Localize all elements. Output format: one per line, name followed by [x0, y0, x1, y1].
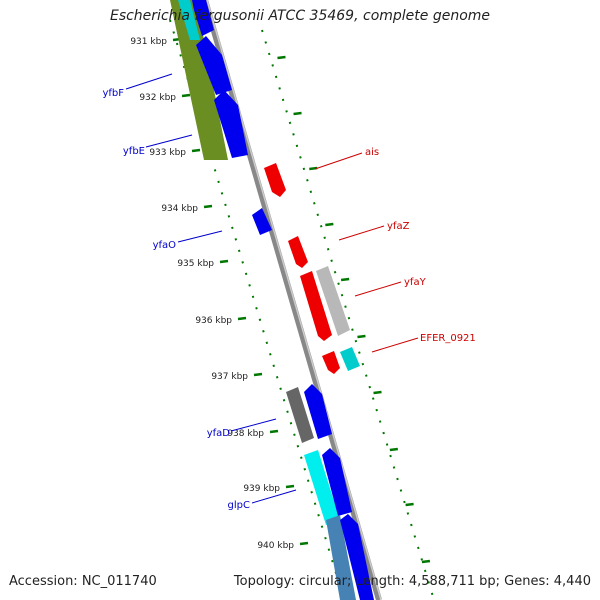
gene-yfbE-forward — [214, 90, 248, 158]
tick-label: 939 kbp — [243, 484, 280, 494]
gene-label-ais[interactable]: ais — [365, 147, 379, 158]
gene-label-leader — [177, 230, 223, 243]
genome-title: Escherichia fergusonii ATCC 35469, compl… — [109, 8, 491, 24]
gray-feature — [286, 387, 314, 443]
tick-label: 933 kbp — [149, 148, 186, 158]
gene-label-glpc[interactable]: glpC — [228, 500, 250, 511]
tick-mark — [237, 316, 247, 321]
gene-forward-top — [192, 0, 214, 36]
gene-forward-bottom — [340, 514, 374, 600]
silver-feature — [316, 266, 350, 336]
gene-label-yfao[interactable]: yfaO — [153, 240, 177, 251]
gene-labels: yfbF yfbE yfaO yfaD glpC ais yfaZ yfaY EFER_0921 — [102, 73, 476, 511]
tick-mark — [219, 259, 229, 264]
outer-tick-mark — [421, 559, 431, 564]
tick-mark — [203, 204, 213, 209]
gene-ais-reverse — [264, 163, 286, 197]
tick-label: 938 kbp — [227, 429, 264, 439]
gene-label-leader — [145, 134, 193, 148]
gene-label-leader — [371, 337, 419, 353]
gene-EFER-reverse-small — [322, 351, 340, 374]
accession-label: Accession: NC_011740 — [9, 574, 157, 589]
gene-label-leader — [230, 418, 277, 432]
tick-mark — [253, 372, 263, 377]
gene-yfaY-reverse — [300, 271, 332, 341]
outer-tick-mark — [340, 277, 350, 282]
outer-tick-mark — [277, 55, 286, 60]
tick-mark — [269, 429, 279, 434]
outer-tick-mark — [325, 222, 334, 227]
gene-label-leader — [251, 489, 297, 504]
gene-yfaZ-reverse — [288, 236, 308, 268]
tick-label: 934 kbp — [161, 204, 198, 214]
olive-feature-band — [170, 0, 228, 160]
tick-label: 937 kbp — [211, 372, 248, 382]
gene-label-yfbf[interactable]: yfbF — [102, 88, 124, 99]
inner-tick-guide — [169, 19, 345, 600]
tick-marks — [172, 37, 431, 564]
outer-tick-mark — [389, 447, 398, 452]
outer-tick-mark — [405, 502, 414, 507]
gene-label-yfaz[interactable]: yfaZ — [387, 221, 410, 232]
gene-EFER_0921 — [340, 347, 360, 371]
tick-mark — [181, 93, 191, 98]
topology-label: Topology: circular; Length: 4,588,711 bp… — [233, 574, 591, 589]
gene-glpC-cyan — [304, 450, 340, 525]
backbone-highlight — [206, 0, 382, 600]
gene-label-yfay[interactable]: yfaY — [404, 277, 427, 288]
gene-label-efer_0921[interactable]: EFER_0921 — [420, 333, 476, 344]
cyan-feature-top — [178, 0, 200, 40]
outer-tick-mark — [373, 390, 382, 395]
tick-mark — [285, 484, 295, 489]
gene-label-yfbe[interactable]: yfbE — [123, 146, 145, 157]
gene-yfbF-forward — [196, 36, 232, 95]
tick-label: 932 kbp — [139, 93, 176, 103]
outer-tick-mark — [357, 334, 366, 339]
gene-label-leader — [314, 152, 363, 170]
gene-label-yfad[interactable]: yfaD — [207, 428, 231, 439]
tick-mark — [191, 148, 201, 153]
tick-label: 936 kbp — [195, 316, 232, 326]
gene-label-leader — [338, 225, 385, 241]
gene-yfaD-forward — [304, 384, 332, 439]
tick-labels: 931 kbp 932 kbp 933 kbp 934 kbp 935 kbp 936 k… — [130, 37, 294, 551]
gene-yfaO-forward — [252, 208, 272, 235]
steel-feature — [326, 515, 356, 600]
tick-label: 931 kbp — [130, 37, 167, 47]
outer-tick-mark — [293, 111, 302, 116]
tick-label: 935 kbp — [177, 259, 214, 269]
backbone-group — [202, 0, 382, 600]
gene-label-leader — [354, 281, 402, 297]
tick-mark — [299, 541, 309, 546]
gene-label-leader — [125, 73, 173, 90]
tick-label: 940 kbp — [257, 541, 294, 551]
genome-backbone — [202, 0, 382, 600]
gene-glpC-forward — [322, 448, 352, 516]
